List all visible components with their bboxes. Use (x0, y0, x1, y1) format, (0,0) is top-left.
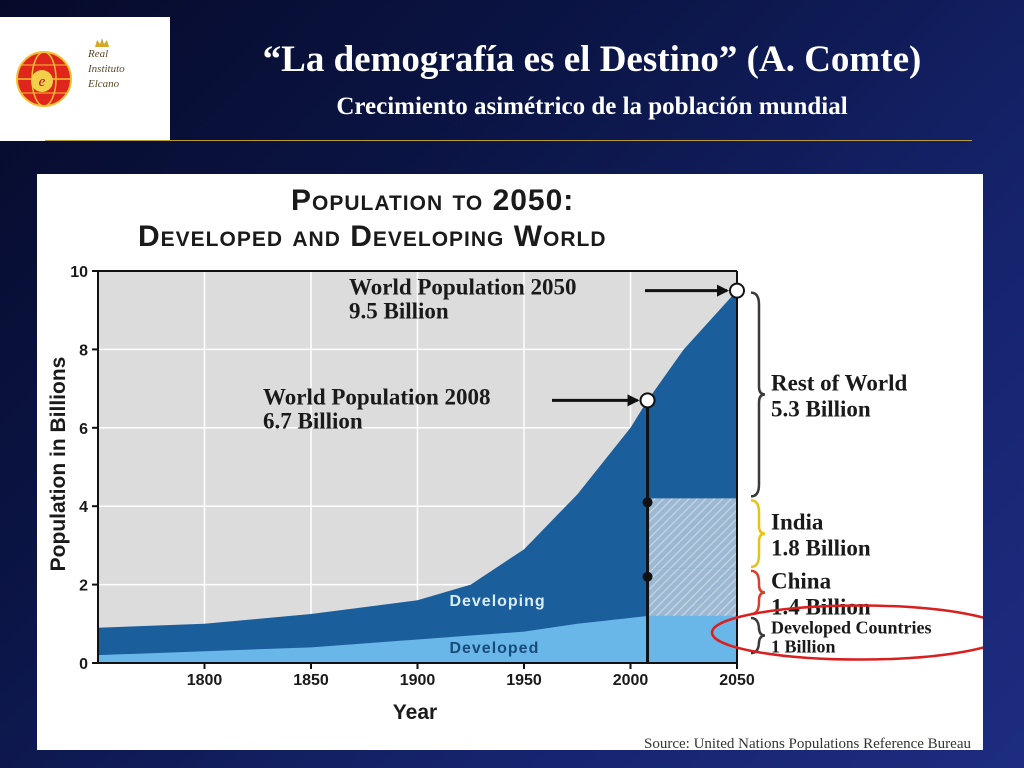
brace-1 (750, 499, 766, 569)
brace-0 (750, 291, 766, 498)
title-divider (45, 140, 972, 141)
elcano-logo-icon: e (16, 51, 72, 107)
crown-icon (95, 38, 109, 47)
y-tick-label: 2 (79, 578, 88, 595)
y-tick-label: 6 (79, 421, 88, 438)
area-series (98, 290, 737, 663)
breakdown-label: China (771, 568, 832, 593)
logo-line-1: Real (88, 48, 109, 60)
annotation-arrow-head (627, 394, 640, 407)
annotation-value: 9.5 Billion (349, 299, 449, 324)
x-axis-label: Year (393, 701, 437, 724)
brace-3 (750, 616, 766, 655)
breakdown-value: 5.3 Billion (771, 396, 871, 421)
chart-marks: Developing Developed World Population 2050… (263, 275, 983, 663)
source-note: Source: United Nations Populations Refer… (644, 736, 971, 750)
series-label-developing: Developing (449, 593, 545, 610)
chart-title-line-1: Population to 2050: (291, 184, 574, 217)
slide-title: “La demografía es el Destino” (A. Comte) (262, 39, 922, 80)
logo-line-2: Instituto (88, 63, 125, 75)
x-tick-label: 2050 (719, 672, 755, 689)
annotation-label: World Population 2050 (349, 275, 576, 300)
annotation-value: 6.7 Billion (263, 408, 363, 433)
breakdown-label: Rest of World (771, 370, 908, 395)
slide-subtitle: Crecimiento asimétrico de la población m… (336, 93, 848, 120)
chart-title-line-2: Developed and Developing World (138, 220, 607, 253)
y-axis-label: Population in Billions (47, 357, 70, 572)
y-tick-label: 4 (79, 499, 88, 516)
y-tick-label: 10 (70, 264, 88, 281)
annotation-point (639, 392, 656, 409)
breakdown-label: India (771, 510, 824, 535)
brace-2 (750, 569, 766, 616)
x-tick-label: 1800 (187, 672, 223, 689)
dot-2008 (642, 497, 653, 508)
hatch-china (647, 568, 737, 616)
y-tick-label: 0 (79, 656, 88, 673)
x-tick-label: 1850 (293, 672, 329, 689)
highlight-ellipse (710, 604, 983, 661)
annotation-arrow-head (717, 284, 729, 297)
svg-text:e: e (39, 74, 46, 90)
chart-panel: Population to 2050: Developed and Develo… (37, 174, 983, 750)
x-tick-label: 2000 (613, 672, 649, 689)
y-tick-label: 8 (79, 342, 88, 359)
annotation-point (729, 282, 745, 299)
hatch-india (647, 498, 737, 569)
x-tick-label: 1900 (400, 672, 436, 689)
breakdown-value: 1.8 Billion (771, 536, 871, 561)
population-chart: Population to 2050: Developed and Develo… (47, 184, 983, 750)
axes: 0 2 4 6 8 10 1800 1850 1900 1950 2000 2050 (70, 264, 755, 689)
series-label-developed: Developed (449, 640, 539, 657)
logo-box: e Real Instituto Elcano (0, 17, 170, 141)
area-developing (98, 290, 737, 663)
area-developed (98, 615, 737, 663)
logo-text: Real Instituto Elcano (88, 47, 125, 92)
breakdown-value: 1 Billion (771, 637, 836, 657)
dot-2008 (642, 571, 653, 582)
breakdown-label: Developed Countries (771, 618, 932, 638)
x-tick-label: 1950 (506, 672, 542, 689)
annotation-label: World Population 2008 (263, 384, 490, 409)
logo-line-3: Elcano (88, 78, 120, 90)
